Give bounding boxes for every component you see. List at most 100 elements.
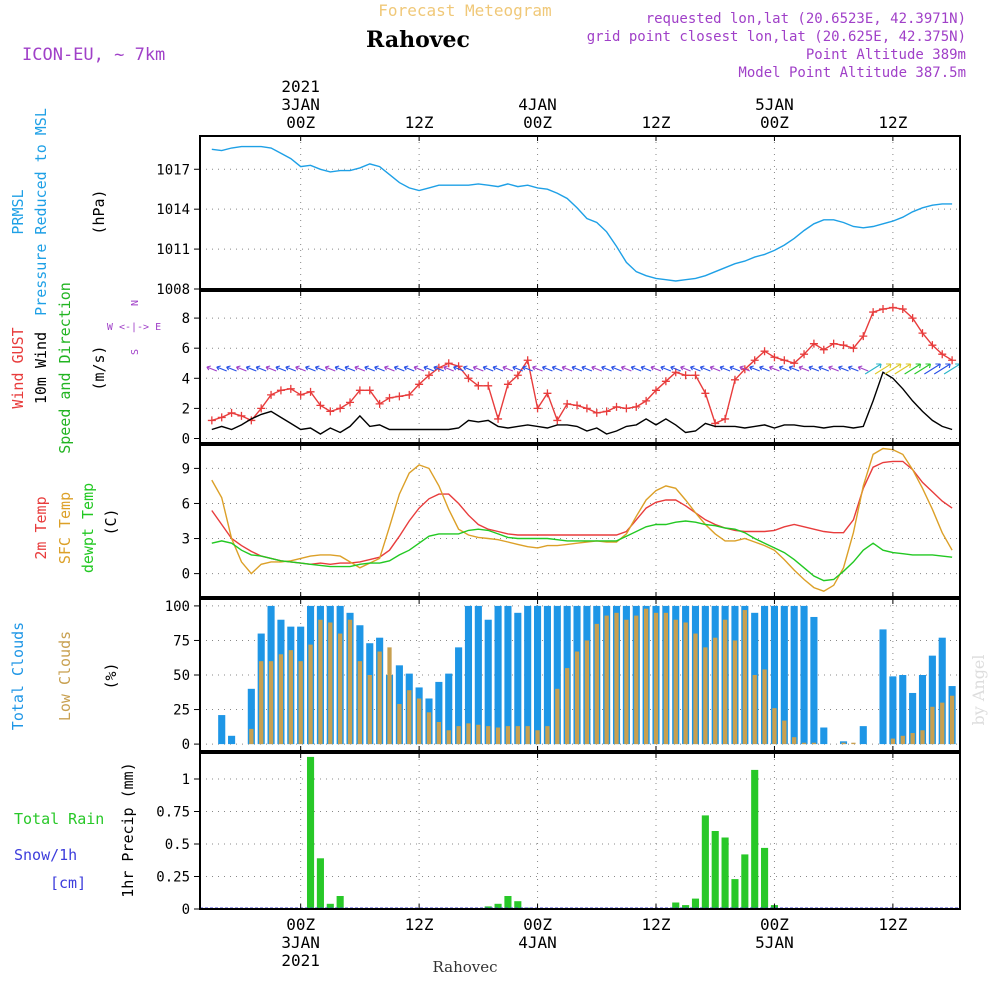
wind-direction-arrow bbox=[828, 365, 839, 372]
prmsl-desc-label: Pressure Reduced to MSL bbox=[32, 108, 50, 316]
watermark: by Angel bbox=[969, 654, 988, 725]
y-tick-label: 1017 bbox=[156, 162, 190, 178]
low-clouds-bar bbox=[367, 675, 372, 745]
y-tick-label: 0 bbox=[182, 737, 190, 753]
rain-bar bbox=[721, 837, 729, 909]
temp-unit: (C) bbox=[102, 508, 120, 535]
wind-direction-arrow bbox=[874, 363, 892, 375]
gust-marker bbox=[326, 407, 335, 416]
total-clouds-bar bbox=[543, 605, 551, 745]
precip-frame bbox=[199, 752, 961, 910]
gust-marker bbox=[869, 308, 878, 317]
total-clouds-bar bbox=[820, 727, 828, 745]
low-clouds-bar bbox=[574, 651, 580, 745]
gust-marker bbox=[918, 329, 927, 338]
wind-direction-arrow bbox=[768, 365, 780, 372]
gust-marker bbox=[405, 390, 414, 399]
precip-unit: 1hr Precip (mm) bbox=[119, 762, 137, 897]
low-clouds-bar bbox=[565, 668, 570, 745]
low-clouds-bar bbox=[634, 615, 639, 745]
y-tick-label: 4 bbox=[182, 371, 190, 387]
gust-marker bbox=[464, 374, 473, 383]
gust-marker bbox=[691, 371, 700, 380]
total-clouds-bar bbox=[553, 605, 561, 745]
gust-marker bbox=[276, 386, 285, 395]
rain-bar bbox=[711, 831, 719, 909]
low-clouds-bar bbox=[752, 675, 757, 745]
gust-marker bbox=[602, 407, 611, 416]
wind-direction-arrow bbox=[364, 365, 375, 372]
wind-direction-arrow bbox=[933, 363, 951, 375]
low-clouds-bar bbox=[495, 727, 501, 745]
wind-direction-arrow bbox=[245, 365, 257, 372]
pressure-unit: (hPa) bbox=[90, 189, 108, 234]
gust-marker bbox=[622, 404, 631, 413]
low-clouds-bar bbox=[357, 661, 363, 745]
low-clouds-bar bbox=[782, 720, 787, 745]
bottom-time-label: 2021 bbox=[281, 951, 320, 970]
total-clouds-bar bbox=[800, 605, 808, 745]
wind-direction-arrow bbox=[904, 363, 922, 375]
top-time-label: 12Z bbox=[405, 113, 434, 132]
y-tick-label: 6 bbox=[182, 341, 190, 357]
requested-coords: requested lon,lat (20.6523E, 42.3971N) bbox=[646, 11, 966, 27]
bottom-time-label: 3JAN bbox=[281, 933, 320, 952]
wind-direction-arrow bbox=[798, 365, 810, 372]
low-clouds-bar bbox=[259, 661, 264, 745]
wind-panel-labels: Wind GUST 10m Wind Speed and Direction (… bbox=[9, 282, 161, 454]
gust-marker bbox=[385, 393, 394, 402]
gust-marker bbox=[652, 386, 660, 395]
temp-sfc-label: SFC Temp bbox=[56, 492, 74, 564]
low-clouds-bar bbox=[377, 651, 382, 745]
plot-area: 1008 1011 1014 1017 0 2 4 6 8 0 3 6 9 0 25 50 75 100 0 0.25… bbox=[156, 77, 961, 970]
low-clouds-bar bbox=[249, 728, 254, 745]
wind-direction-arrow bbox=[778, 365, 790, 372]
wind-direction-arrow bbox=[374, 365, 385, 372]
pressure-panel: 1008 1011 1014 1017 bbox=[156, 135, 961, 298]
gust-marker bbox=[730, 375, 739, 384]
wind-direction-arrow bbox=[522, 365, 533, 372]
gust-marker bbox=[829, 339, 838, 348]
low-clouds-bar bbox=[436, 721, 441, 745]
wind-direction-arrow bbox=[660, 365, 672, 372]
2m-temp-line bbox=[211, 460, 953, 566]
wind-direction-arrow bbox=[492, 365, 504, 372]
total-clouds-bar bbox=[928, 655, 936, 745]
low-clouds-bar bbox=[347, 619, 353, 745]
low-clouds-bar bbox=[683, 622, 688, 745]
wind-direction-arrow bbox=[699, 365, 711, 372]
gust-marker bbox=[533, 404, 542, 413]
low-clouds-bar bbox=[920, 730, 925, 745]
gust-marker bbox=[809, 339, 818, 348]
bottom-time-label: 12Z bbox=[878, 915, 907, 934]
gust-marker bbox=[543, 389, 552, 398]
wind-direction-arrow bbox=[393, 365, 405, 372]
wind-direction-arrow bbox=[532, 365, 543, 372]
wind-direction-arrow bbox=[864, 363, 882, 375]
wind-speed-dir-label: Speed and Direction bbox=[56, 282, 74, 454]
wind-direction-arrow bbox=[818, 365, 829, 372]
wind-gust-label: Wind GUST bbox=[9, 327, 27, 408]
gust-marker bbox=[444, 359, 453, 368]
top-time-label: 4JAN bbox=[518, 95, 557, 114]
wind-direction-arrow bbox=[838, 365, 849, 372]
compass-south: S bbox=[130, 349, 141, 355]
bottom-time-label: 4JAN bbox=[518, 933, 557, 952]
y-tick-label: 0 bbox=[182, 567, 190, 583]
wind-direction-arrow bbox=[295, 365, 306, 372]
rain-bar bbox=[336, 896, 344, 909]
wind-direction-arrow bbox=[847, 365, 859, 372]
total-clouds-bar bbox=[504, 605, 512, 745]
gust-marker bbox=[237, 411, 246, 420]
wind-direction-arrow bbox=[265, 365, 277, 372]
wind-direction-arrow bbox=[561, 365, 573, 372]
low-clouds-bar bbox=[397, 704, 402, 745]
y-tick-label: 1 bbox=[182, 772, 190, 788]
gust-marker bbox=[642, 396, 651, 405]
low-clouds-bar bbox=[486, 726, 491, 745]
gust-marker bbox=[721, 414, 730, 423]
wind-unit: (m/s) bbox=[90, 345, 108, 390]
temp-dewpt-label: dewpt Temp bbox=[79, 483, 97, 573]
top-time-label: 00Z bbox=[286, 113, 315, 132]
wind-direction-arrow bbox=[857, 365, 869, 372]
